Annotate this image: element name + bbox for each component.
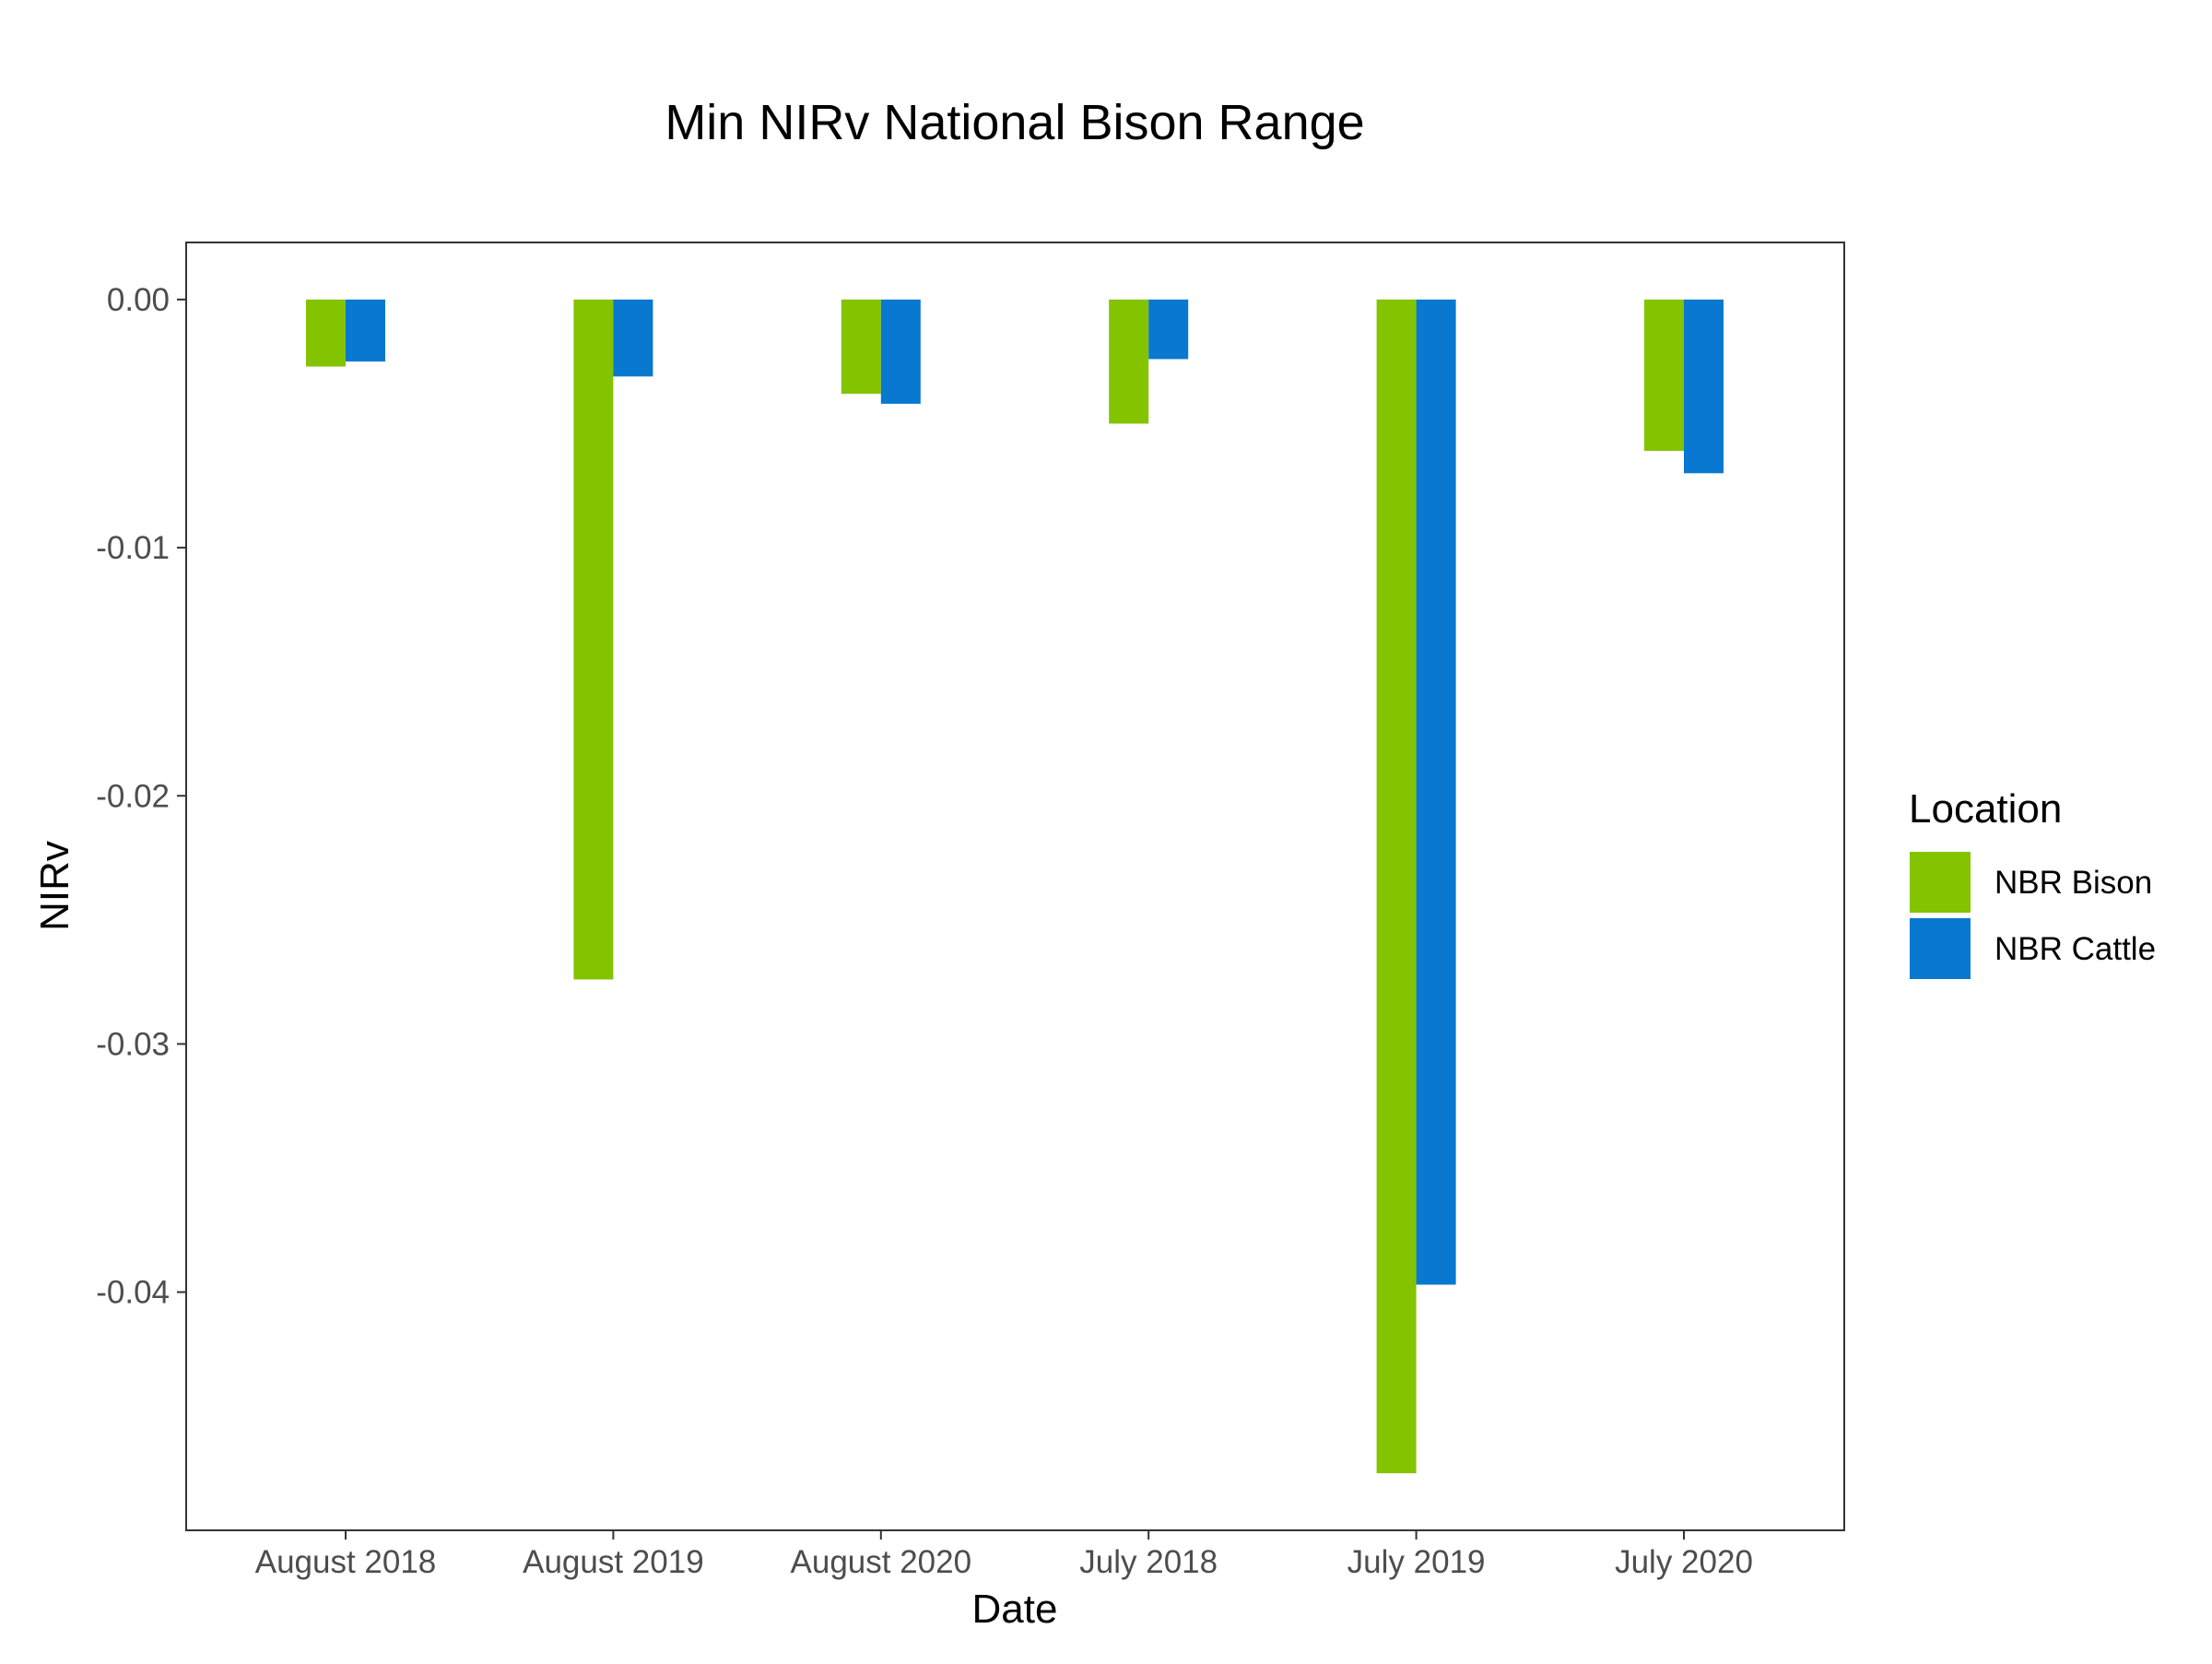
- x-axis-title: Date: [972, 1587, 1058, 1632]
- bar-cattle-0: [346, 299, 385, 362]
- x-axis: August 2018 August 2019 August 2020 July 20…: [255, 1530, 1753, 1580]
- plot-panel: [185, 242, 1845, 1531]
- bar-bison-1: [573, 299, 614, 980]
- legend-key-bison: [1910, 852, 1971, 913]
- legend-key-cattle: [1910, 918, 1971, 979]
- x-tick-label: July 2020: [1615, 1544, 1753, 1580]
- chart-title: Min NIRv National Bison Range: [665, 95, 1364, 150]
- y-tick-label: -0.03: [96, 1026, 170, 1062]
- y-axis: 0.00 -0.01 -0.02 -0.03 -0.04: [96, 282, 186, 1311]
- y-tick-label: -0.02: [96, 778, 170, 814]
- bar-bison-4: [1376, 299, 1417, 1474]
- legend: Location NBR Bison NBR Cattle: [1909, 786, 2156, 979]
- bar-cattle-5: [1684, 299, 1724, 474]
- legend-label-cattle: NBR Cattle: [1994, 931, 2156, 967]
- x-tick-label: August 2018: [255, 1544, 437, 1580]
- bar-bison-3: [1109, 299, 1149, 424]
- bar-bison-2: [841, 299, 881, 395]
- x-tick-label: July 2018: [1079, 1544, 1218, 1580]
- bar-cattle-3: [1148, 299, 1189, 360]
- bar-bison-5: [1644, 299, 1684, 452]
- bar-cattle-1: [613, 299, 653, 377]
- bar-bison-0: [306, 299, 346, 367]
- y-axis-title: NIRv: [32, 841, 77, 931]
- bar-cattle-4: [1416, 299, 1456, 1285]
- legend-title: Location: [1909, 786, 2062, 832]
- y-tick-label: -0.04: [96, 1275, 170, 1311]
- bar-cattle-2: [880, 299, 921, 404]
- legend-label-bison: NBR Bison: [1994, 865, 2152, 901]
- x-tick-label: July 2019: [1347, 1544, 1486, 1580]
- y-tick-label: 0.00: [107, 282, 170, 318]
- y-tick-label: -0.01: [96, 530, 170, 566]
- x-tick-label: August 2020: [791, 1544, 972, 1580]
- x-tick-label: August 2019: [523, 1544, 704, 1580]
- bars-group: [306, 299, 1724, 1474]
